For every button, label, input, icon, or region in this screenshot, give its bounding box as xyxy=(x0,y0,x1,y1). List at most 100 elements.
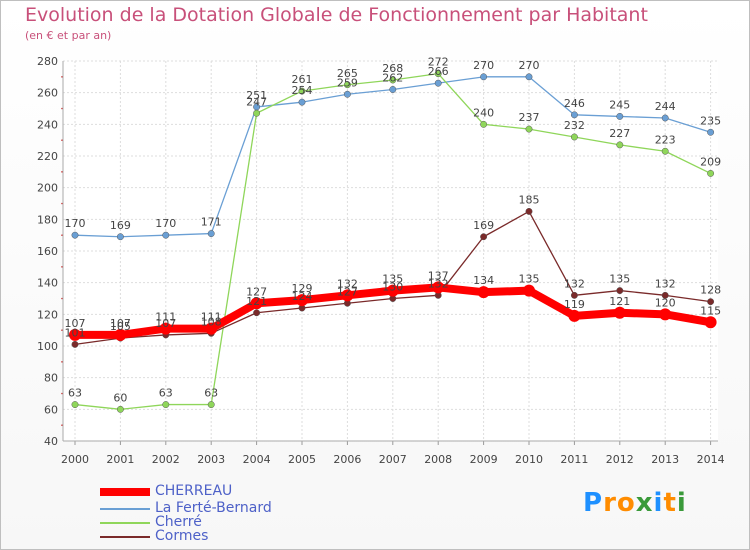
data-label-cherreau: 132 xyxy=(337,277,358,290)
y-tick-label: 240 xyxy=(37,118,58,131)
data-label-cherreau: 111 xyxy=(155,311,176,324)
data-point-cherreau xyxy=(523,284,535,297)
x-tick-label: 2000 xyxy=(61,453,89,466)
y-tick-label: 200 xyxy=(37,182,58,195)
y-minor-tick xyxy=(61,361,63,363)
data-point-cherreau xyxy=(205,322,218,335)
data-label-cormes: 128 xyxy=(700,284,721,297)
x-tick-label: 2012 xyxy=(606,453,634,466)
legend-item-la-ferte-bernard: La Ferté-Bernard xyxy=(100,500,360,516)
y-tick-label: 180 xyxy=(37,213,58,226)
y-minor-tick xyxy=(61,234,63,236)
logo-letter: t xyxy=(663,488,677,518)
data-label-cherreau: 121 xyxy=(609,295,630,308)
data-label-la-ferte-bernard: 244 xyxy=(655,100,676,113)
legend-label-la-ferte-bernard: La Ferté-Bernard xyxy=(155,500,272,516)
logo-letter: i xyxy=(676,488,687,518)
x-tick-label: 2006 xyxy=(333,453,361,466)
data-point-cherreau xyxy=(432,281,445,294)
data-label-la-ferte-bernard: 266 xyxy=(428,65,449,78)
data-label-cherreau: 127 xyxy=(246,285,267,298)
data-point-cherreau xyxy=(250,297,263,310)
x-tick-label: 2010 xyxy=(515,453,543,466)
data-label-la-ferte-bernard: 246 xyxy=(564,97,585,110)
data-label-cherreau: 129 xyxy=(292,282,313,295)
x-tick-label: 2011 xyxy=(560,453,588,466)
data-label-cormes: 107 xyxy=(155,317,176,330)
data-point-cherreau xyxy=(477,286,490,299)
y-tick-label: 80 xyxy=(44,372,58,385)
x-tick-label: 2009 xyxy=(470,453,498,466)
logo-letter: o xyxy=(616,488,636,518)
data-label-cherre: 240 xyxy=(473,106,494,119)
y-tick-label: 100 xyxy=(37,340,58,353)
legend-swatch-la-ferte-bernard xyxy=(100,508,150,510)
data-label-cormes: 105 xyxy=(110,320,131,333)
y-minor-tick xyxy=(61,266,63,268)
x-tick-label: 2014 xyxy=(697,453,725,466)
data-point-la-ferte-bernard xyxy=(116,233,124,241)
chart-title: Evolution de la Dotation Globale de Fonc… xyxy=(25,4,648,26)
data-label-cormes: 101 xyxy=(65,326,86,339)
data-label-cherre: 232 xyxy=(564,119,585,132)
data-point-cormes xyxy=(707,298,715,306)
data-label-la-ferte-bernard: 169 xyxy=(110,219,131,232)
data-label-cherre: 268 xyxy=(382,62,403,75)
legend-label-cherreau: CHERREAU xyxy=(155,483,233,499)
data-point-cherre xyxy=(207,401,215,409)
data-point-cherreau xyxy=(341,289,354,302)
y-tick-label: 40 xyxy=(44,435,58,448)
data-point-la-ferte-bernard xyxy=(570,111,578,119)
data-label-cormes: 132 xyxy=(655,277,676,290)
data-point-cormes xyxy=(570,291,578,299)
data-label-cormes: 169 xyxy=(473,219,494,232)
data-point-cherre xyxy=(570,133,578,141)
legend-item-cherre: Cherré xyxy=(100,514,360,530)
data-point-cherre xyxy=(116,405,124,413)
data-label-cherreau: 120 xyxy=(655,296,676,309)
logo-letter: x xyxy=(635,488,654,518)
data-point-la-ferte-bernard xyxy=(616,112,624,120)
data-label-cormes: 132 xyxy=(428,277,449,290)
y-tick-label: 160 xyxy=(37,245,58,258)
data-point-cherreau xyxy=(69,328,81,341)
y-minor-tick xyxy=(61,202,63,205)
data-point-cherreau xyxy=(613,306,626,319)
data-label-cherreau: 135 xyxy=(519,273,540,286)
chart-subtitle: (en € et par an) xyxy=(25,29,112,42)
legend-swatch-cherre xyxy=(100,522,150,524)
data-label-la-ferte-bernard: 170 xyxy=(155,217,176,230)
data-point-cormes xyxy=(525,207,533,215)
data-point-cherre xyxy=(616,141,624,149)
y-minor-tick xyxy=(61,107,63,110)
data-label-cormes: 121 xyxy=(246,295,267,308)
data-point-cherre xyxy=(434,70,442,78)
data-point-cherre xyxy=(298,87,306,95)
data-label-cherre: 223 xyxy=(655,133,676,146)
data-point-cherre xyxy=(71,401,79,409)
x-tick-label: 2003 xyxy=(197,453,225,466)
data-label-cherre: 63 xyxy=(159,387,173,400)
data-label-la-ferte-bernard: 259 xyxy=(337,76,358,89)
x-tick-label: 2004 xyxy=(243,453,271,466)
data-label-cherre: 63 xyxy=(204,387,218,400)
data-point-cherre xyxy=(661,147,669,155)
y-minor-tick xyxy=(61,329,63,331)
data-point-la-ferte-bernard xyxy=(298,98,306,106)
data-label-la-ferte-bernard: 171 xyxy=(201,216,222,229)
data-label-cherre: 272 xyxy=(428,56,449,69)
y-minor-tick xyxy=(61,139,63,141)
y-tick-label: 140 xyxy=(37,277,58,290)
data-point-cherre xyxy=(253,109,261,117)
data-point-la-ferte-bernard xyxy=(434,79,442,87)
data-label-la-ferte-bernard: 270 xyxy=(473,59,494,72)
data-label-cormes: 108 xyxy=(201,315,222,328)
data-label-cherreau: 119 xyxy=(564,298,585,311)
data-point-la-ferte-bernard xyxy=(389,86,397,93)
data-label-cherre: 227 xyxy=(609,127,630,140)
y-tick-label: 220 xyxy=(37,150,58,163)
data-label-cherre: 261 xyxy=(292,73,313,86)
y-tick-label: 120 xyxy=(37,308,58,321)
data-label-la-ferte-bernard: 235 xyxy=(700,114,721,127)
